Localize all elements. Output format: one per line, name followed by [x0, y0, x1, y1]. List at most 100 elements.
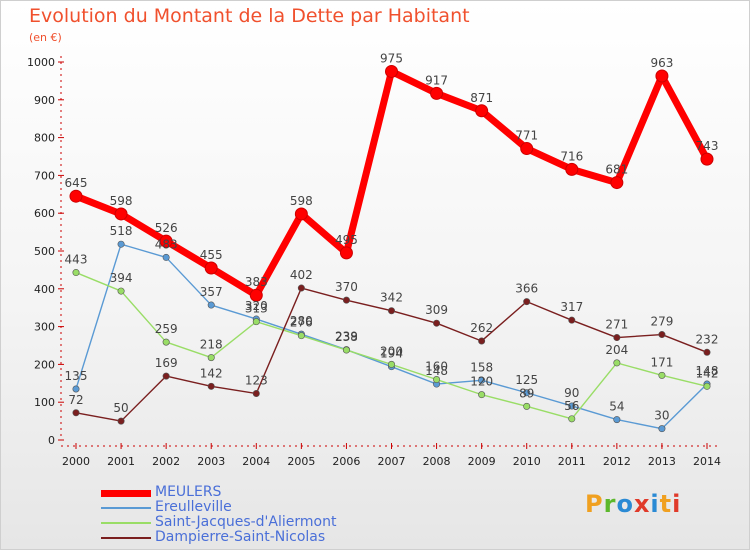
legend-swatch [101, 522, 151, 524]
x-tick-label: 2001 [107, 455, 135, 468]
data-label: 280 [290, 314, 313, 328]
y-tick-label: 300 [34, 321, 55, 334]
data-point [433, 319, 441, 327]
data-point [294, 207, 308, 221]
data-point [523, 389, 531, 397]
data-label: 89 [519, 386, 534, 400]
x-tick-label: 2006 [332, 455, 360, 468]
x-tick-label: 2008 [423, 455, 451, 468]
data-label: 271 [605, 318, 628, 332]
y-tick-label: 900 [34, 94, 55, 107]
y-tick-label: 500 [34, 245, 55, 258]
data-point [117, 287, 125, 295]
data-label: 142 [696, 366, 719, 380]
data-label: 56 [564, 399, 579, 413]
data-label: 204 [605, 343, 628, 357]
data-label: 200 [380, 344, 403, 358]
data-label: 716 [560, 149, 583, 163]
data-point [478, 337, 486, 345]
data-label: 681 [605, 163, 628, 177]
data-point [703, 348, 711, 356]
data-label: 169 [155, 356, 178, 370]
data-point [568, 316, 576, 324]
x-tick-label: 2007 [378, 455, 406, 468]
data-label: 239 [335, 330, 358, 344]
data-label: 963 [650, 56, 673, 70]
logo-letter: i [672, 490, 682, 518]
x-tick-label: 2000 [62, 455, 90, 468]
data-point [475, 104, 489, 118]
data-point [520, 142, 534, 156]
data-point [387, 360, 395, 368]
data-point [610, 176, 624, 190]
data-label: 90 [564, 386, 579, 400]
data-point [478, 376, 486, 384]
data-point [72, 269, 80, 277]
data-label: 72 [68, 393, 83, 407]
data-label: 279 [650, 315, 673, 329]
chart-title: Evolution du Montant de la Dette par Hab… [29, 5, 470, 27]
data-label: 262 [470, 321, 493, 335]
data-point [613, 334, 621, 342]
logo-letter: o [616, 490, 634, 518]
data-label: 526 [155, 221, 178, 235]
data-point [387, 307, 395, 315]
data-label: 771 [515, 129, 538, 143]
data-label: 218 [200, 338, 223, 352]
data-point [658, 331, 666, 339]
x-tick-label: 2005 [287, 455, 315, 468]
data-point [207, 301, 215, 309]
data-label: 917 [425, 73, 448, 87]
logo-letter: P [585, 490, 604, 518]
data-point [523, 298, 531, 306]
data-label: 383 [245, 275, 268, 289]
data-point [339, 246, 353, 260]
data-label: 238 [335, 330, 358, 344]
data-point [703, 382, 711, 390]
x-tick-label: 2009 [468, 455, 496, 468]
y-tick-label: 400 [34, 283, 55, 296]
data-point [565, 162, 579, 176]
y-tick-label: 0 [48, 434, 55, 447]
data-point [655, 69, 669, 83]
data-point [117, 240, 125, 248]
data-point [385, 64, 398, 78]
data-point [252, 318, 260, 326]
legend-swatch [101, 489, 151, 497]
y-tick-label: 800 [34, 132, 55, 145]
data-point [433, 376, 441, 384]
data-point [162, 253, 170, 261]
y-tick-label: 200 [34, 358, 55, 371]
x-tick-label: 2003 [197, 455, 225, 468]
data-label: 54 [609, 400, 624, 414]
data-label: 402 [290, 268, 313, 282]
data-point [114, 207, 128, 221]
data-point [297, 332, 305, 340]
data-label: 194 [380, 347, 403, 361]
data-label: 142 [200, 366, 223, 380]
data-label: 366 [515, 282, 538, 296]
x-tick-label: 2004 [242, 455, 270, 468]
data-label: 598 [110, 194, 133, 208]
data-point [430, 86, 444, 100]
data-label: 598 [290, 194, 313, 208]
data-point [204, 261, 218, 275]
data-point [297, 284, 305, 292]
data-label: 259 [155, 322, 178, 336]
data-point [249, 288, 263, 302]
data-label: 443 [65, 253, 88, 267]
data-label: 317 [560, 300, 583, 314]
data-label: 160 [425, 360, 448, 374]
data-label: 645 [65, 176, 88, 190]
data-point [72, 409, 80, 417]
data-label: 357 [200, 285, 223, 299]
data-label: 123 [245, 374, 268, 388]
data-point [162, 372, 170, 380]
data-label: 148 [425, 364, 448, 378]
data-label: 455 [200, 248, 223, 262]
data-label: 50 [113, 401, 128, 415]
data-label: 148 [696, 364, 719, 378]
data-point [700, 152, 714, 166]
